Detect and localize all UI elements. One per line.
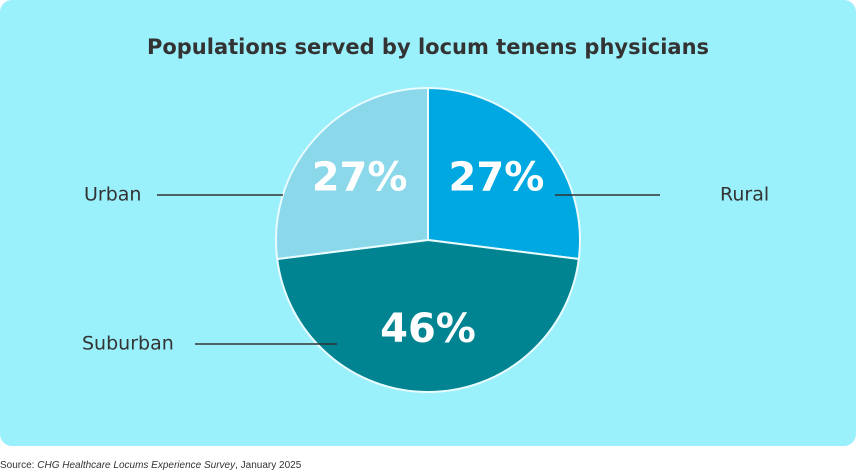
source-suffix: , January 2025 bbox=[235, 460, 302, 471]
value-label: 46% bbox=[380, 306, 476, 352]
value-label: 27% bbox=[312, 155, 408, 201]
pie-slice bbox=[275, 86, 429, 261]
pie-slice bbox=[276, 238, 580, 393]
chart: Populations served by locum tenens physi… bbox=[0, 0, 856, 446]
source-title: CHG Healthcare Locums Experience Survey bbox=[37, 460, 236, 471]
pie-slice bbox=[427, 86, 581, 261]
category-label: Rural bbox=[720, 184, 769, 206]
source-prefix: Source: bbox=[0, 460, 38, 471]
category-label: Urban bbox=[84, 184, 141, 206]
category-label: Suburban bbox=[82, 333, 174, 355]
value-label: 27% bbox=[449, 155, 545, 201]
source: Source: CHG Healthcare Locums Experience… bbox=[0, 460, 301, 471]
chart-title: Populations served by locum tenens physi… bbox=[147, 35, 709, 59]
